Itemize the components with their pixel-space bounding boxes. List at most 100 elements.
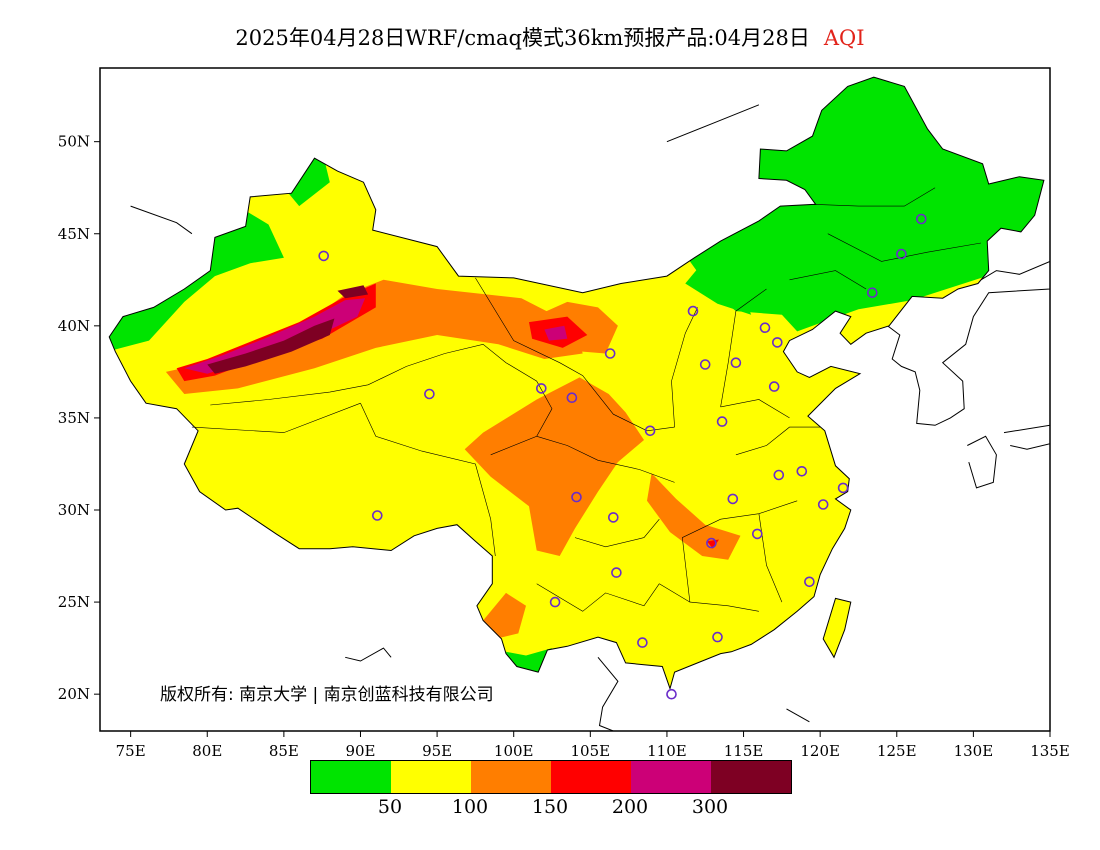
station-marker [318,250,330,262]
province-border-6 [671,307,698,428]
station-marker [716,416,728,427]
china-outline [108,76,1045,691]
coastline-4 [345,647,392,662]
province-border-16 [812,187,936,207]
station-marker [644,425,656,437]
station-marker [771,337,783,348]
colorbar-swatch [391,761,471,793]
lon-tick-label: 95E [422,742,452,760]
aqi-zone-sensitive-taklimakan [165,279,583,394]
station-marker [637,637,648,648]
station-marker [666,688,677,700]
axis-ticks: 75E 80E 85E 90E 95E 100E 105E 110E 115E 120E 125E 1… [58,133,1070,760]
province-border-2 [360,403,496,557]
foreign-coastlines [130,104,1050,731]
colorbar-swatch [711,761,791,793]
colorbar-swatch [311,761,391,793]
aqi-zone-sensitive-yunnan [480,592,526,639]
province-border-13 [735,426,821,456]
aqi-zone-very-unhealthy-tarim [184,298,366,374]
coastline-6 [666,104,760,143]
copyright-text: 版权所有: 南京大学 | 南京创蓝科技有限公司 [160,685,494,705]
colorbar-label: 50 [377,796,403,818]
colorbar-label: 300 [691,796,729,818]
coastline-2 [1003,424,1050,450]
map-title: 2025年04月28日WRF/cmaq模式36km预报产品:04月28日 AQI [0,22,1100,52]
map-frame-border [99,67,1051,732]
station-markers [318,213,927,700]
station-marker [751,528,763,540]
station-marker [796,465,808,477]
station-marker [727,493,739,505]
station-marker [424,388,435,400]
aqi-colorbar [310,760,792,794]
station-marker [371,510,383,521]
lat-tick-label: 35N [58,409,90,427]
province-border-11 [681,500,798,603]
lon-tick-label: 90E [345,742,375,760]
province-border-7 [720,288,767,407]
lon-tick-label: 125E [877,742,917,760]
title-variable: AQI [823,26,865,50]
aqi-zone-very-unhealthy-ningxia [544,325,568,341]
lon-tick-label: 105E [571,742,611,760]
station-marker [611,567,622,578]
lon-tick-label: 135E [1030,742,1070,760]
station-marker [759,322,771,334]
coastline-3 [597,656,619,731]
lat-tick-label: 30N [58,501,90,519]
station-marker [915,213,927,225]
lat-tick-label: 20N [58,685,90,703]
lon-tick-label: 115E [724,742,764,760]
station-marker [699,359,711,370]
station-marker [773,469,785,481]
lat-tick-label: 25N [58,593,90,611]
station-marker [837,482,849,494]
colorbar-swatch [551,761,631,793]
coastline-7 [786,708,810,723]
station-marker [604,348,616,359]
colorbar-label: 150 [531,796,569,818]
province-border-9 [536,583,660,612]
aqi-zone-good-inner-mongolia [685,259,752,315]
province-border-0 [210,353,445,406]
coastline-1 [967,435,997,489]
station-marker [712,631,723,643]
province-border-4 [536,436,675,483]
station-marker [804,576,815,588]
china-aqi-field [108,76,1045,691]
station-marker [706,537,717,549]
aqi-zone-hazardous-turpan [337,285,369,299]
station-marker [571,491,582,503]
province-border-14 [720,399,790,419]
colorbar-swatch [631,761,711,793]
title-main: 2025年04月28日WRF/cmaq模式36km预报产品:04月28日 [235,26,810,50]
colorbar-label: 200 [611,796,649,818]
lon-tick-label: 75E [116,742,146,760]
province-border-1 [191,402,361,433]
lon-tick-label: 85E [269,742,299,760]
taiwan [822,597,852,659]
station-marker [535,383,547,394]
province-border-17 [789,270,867,290]
coastline-5 [130,205,193,235]
colorbar-labels: 50 100 150 200 300 [0,796,1100,818]
lon-tick-label: 80E [192,742,222,760]
station-marker [817,499,829,510]
province-border-8 [574,519,660,548]
province-borders [191,187,982,612]
station-marker [768,381,780,392]
lon-tick-label: 130E [954,742,994,760]
lat-tick-label: 50N [58,133,90,151]
station-marker [866,287,878,299]
lon-tick-label: 100E [494,742,534,760]
station-marker [549,596,561,608]
aqi-zone-sensitive-hubei-hunan [647,473,741,560]
aqi-zone-sensitive-gansu-sichuan [464,377,644,556]
province-border-5 [475,277,675,432]
aqi-zone-hazardous-tarim [207,318,335,374]
station-marker [607,512,619,523]
colorbar-swatch [471,761,551,793]
station-marker [896,248,907,260]
